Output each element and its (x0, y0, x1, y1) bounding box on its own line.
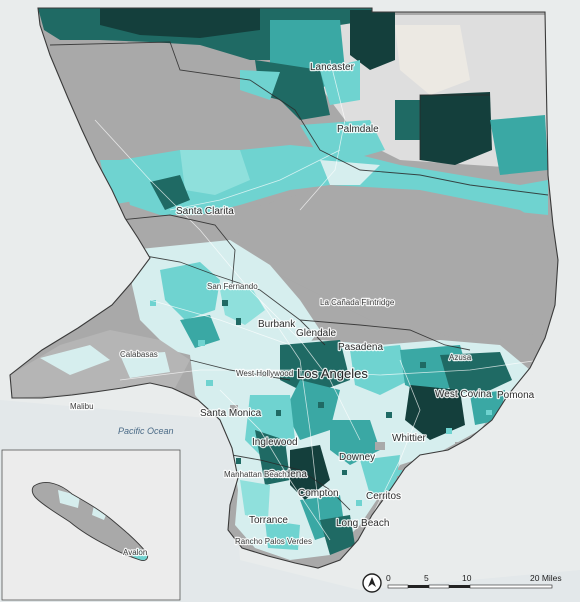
place-label-pasadena: Pasadena (338, 342, 383, 353)
place-label-azusa: Azusa (449, 353, 472, 362)
ocean-label: Pacific Ocean (118, 426, 174, 436)
place-label-avalon: Avalon (123, 548, 147, 557)
place-label-lancaster: Lancaster (310, 62, 355, 73)
scale-bar: 0 5 10 20 Miles (386, 573, 562, 589)
place-label-los-angeles: Los Angeles (297, 366, 368, 381)
place-label-manhattan-beach: Manhattan Beach (224, 470, 287, 479)
place-label-long-beach: Long Beach (336, 518, 389, 529)
scale-tick-5: 5 (424, 573, 429, 583)
place-label-gardena: Gardena (268, 469, 307, 480)
place-label-malibu: Malibu (70, 402, 94, 411)
place-label-san-fernando: San Fernando (207, 282, 258, 291)
place-label-santa-monica: Santa Monica (200, 408, 262, 419)
scale-tick-20-miles: 20 Miles (530, 573, 562, 583)
place-labels: Lancaster Palmdale Santa Clarita San Fer… (69, 61, 536, 558)
place-label-burbank: Burbank (258, 319, 296, 330)
place-label-palmdale: Palmdale (337, 124, 379, 135)
place-label-inglewood: Inglewood (252, 437, 298, 448)
place-label-compton: Compton (298, 488, 339, 499)
place-label-pomona: Pomona (497, 390, 535, 401)
catalina-outline (31, 482, 149, 561)
place-label-torrance: Torrance (249, 515, 288, 526)
place-label-rancho-palos-verdes: Rancho Palos Verdes (235, 537, 312, 546)
place-label-west-covina: West Covina (435, 389, 492, 400)
place-label-glendale: Glendale (296, 328, 336, 339)
place-label-cerritos: Cerritos (366, 491, 401, 502)
scale-tick-10: 10 (462, 573, 472, 583)
scale-tick-0: 0 (386, 573, 391, 583)
place-label-santa-clarita: Santa Clarita (176, 206, 234, 217)
place-label-west-hollywood: West Hollywood (236, 369, 293, 378)
place-label-whittier: Whittier (392, 433, 427, 444)
place-label-downey: Downey (339, 452, 375, 463)
north-arrow-icon (362, 573, 382, 593)
place-label-calabasas: Calabasas (120, 350, 158, 359)
place-label-la-canada-flintridge: La Cañada Flintridge (320, 298, 395, 307)
